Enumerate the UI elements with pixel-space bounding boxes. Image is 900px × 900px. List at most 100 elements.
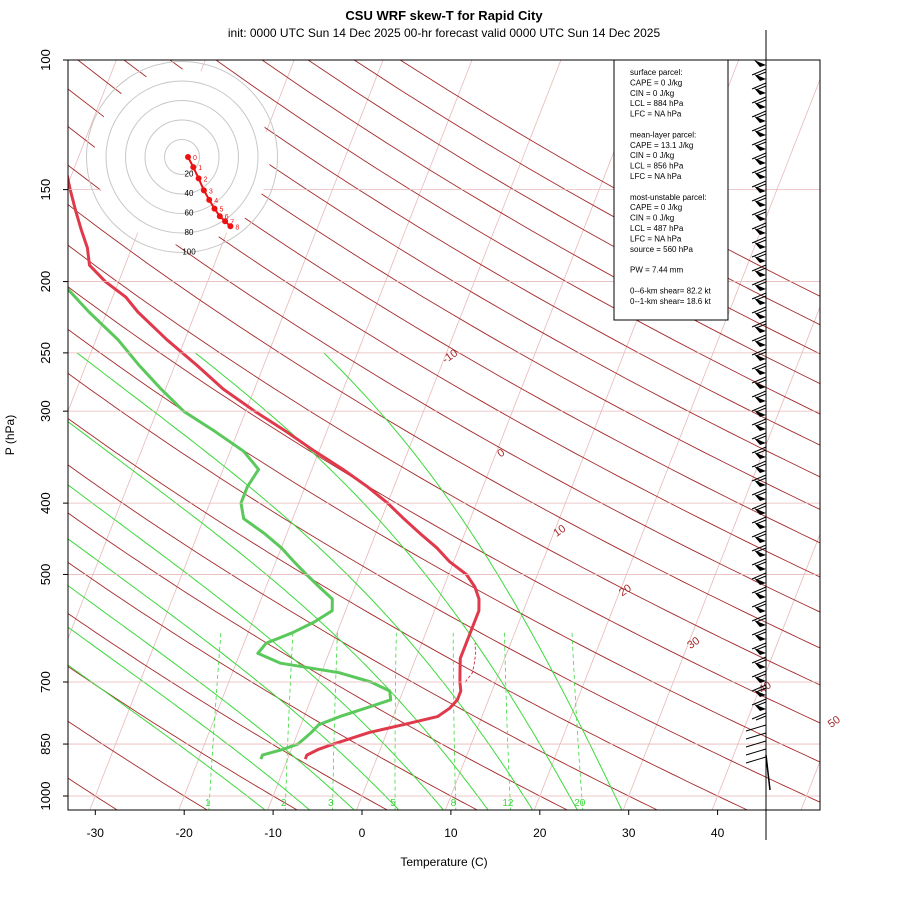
hodograph-point [211,205,218,212]
wind-barb-flag [754,354,766,361]
moist-adiabat-line [68,538,400,810]
wind-barb-feather [751,670,767,678]
hodograph-point-label: 3 [209,188,213,195]
wind-barb-feather [751,264,767,272]
wind-barb-flag [754,466,766,473]
plot-frame [67,59,821,811]
wind-barb-feather [755,421,767,427]
dry-adiabat-line [68,372,820,803]
wind-barb-feather [755,295,767,301]
wind-barb-flag [754,550,766,557]
wind-barb-flag [754,172,766,179]
stats-line: PW = 7.44 mm [630,266,683,275]
hodograph-point [185,154,191,160]
hodograph-point-label: 7 [230,219,234,226]
hodograph-point [216,213,223,220]
wind-barb-feather [765,754,771,791]
wind-barb-feather [755,407,767,413]
dry-adiabat-line [68,561,479,810]
wind-barb-feather [755,351,767,357]
wind-barb-feather [751,110,767,118]
wind-barb-feather [751,68,767,76]
x-tick-label: 20 [533,826,547,840]
wind-barb-flag [754,494,766,501]
wind-barb-flag [754,382,766,389]
wind-barb-flag [754,410,766,417]
wind-barb-feather [755,575,767,581]
moist-adiabat-line [68,626,311,810]
hodograph-ring-label: 60 [185,209,194,218]
wind-barb-feather [751,558,767,566]
wind-barb-feather [755,491,767,497]
wind-barb-feather [755,533,767,539]
wind-barb-flag [754,620,766,627]
hodograph-ring-label: 20 [185,170,194,179]
wind-barb-feather [751,698,767,706]
wind-barb-feather [751,684,767,692]
stats-line: LCL = 487 hPa [630,224,684,233]
wind-barb-feather [745,724,767,732]
wind-barb-feather [755,99,767,105]
isotherm-line [267,60,562,810]
wind-barb-feather [755,519,767,525]
wind-barb-flag [754,200,766,207]
wind-barb-flag [754,704,766,711]
wind-barb-feather [751,488,767,496]
x-tick-label: -30 [87,826,105,840]
isotherm-line [800,760,820,810]
wind-barb-feather [751,152,767,160]
y-tick-label: 250 [38,342,53,364]
stats-line: LCL = 884 hPa [630,99,684,108]
moist-adiabat-line [76,352,534,810]
hodograph-point-label: 8 [235,224,239,231]
y-tick-label: 500 [38,564,53,586]
wind-barb-flag [754,662,766,669]
stats-line: CIN = 0 J/kg [630,151,674,160]
isotherm-label: 50 [826,714,843,731]
wind-barb-flag [754,648,766,655]
isotherm-label: -10 [440,347,460,366]
wind-barb-feather [751,516,767,524]
wind-barb-flag [754,578,766,585]
isotherm-line [711,533,820,810]
wind-barb-feather [755,225,767,231]
wind-barb-feather [751,446,767,454]
wind-barb-flag [754,340,766,347]
wind-barb-feather [755,477,767,483]
isotherm-label: 0 [495,447,507,460]
x-tick-label: 0 [359,826,366,840]
stats-line: CIN = 0 J/kg [630,89,674,98]
mixing-ratio-line [504,632,511,810]
mixing-ratio-line [452,632,457,810]
x-tick-label: 10 [444,826,458,840]
hodograph-ring-label: 80 [185,228,194,237]
wind-barb-feather [751,586,767,594]
wind-barb-flag [754,158,766,165]
wind-barb-feather [755,603,767,609]
wind-barb-feather [751,222,767,230]
wind-barb-feather [755,505,767,511]
wind-barb-flag [754,102,766,109]
wind-barb-flag [754,256,766,263]
y-tick-label: 300 [38,400,53,422]
x-axis-label: Temperature (C) [400,855,487,869]
dry-adiabat-line [68,512,569,810]
stats-line: LCL = 856 hPa [630,162,684,171]
hodograph-background [94,69,270,245]
stats-line: most-unstable parcel: [630,193,706,202]
wind-barb-feather [755,155,767,161]
wind-barb-feather [755,379,767,385]
wind-barb-feather [755,281,767,287]
mixing-ratio-line [208,632,222,810]
wind-barb-flag [754,214,766,221]
hodograph-point [195,175,202,182]
chart-title: CSU WRF skew-T for Rapid City [345,8,543,23]
wind-barb-flag [754,242,766,249]
wind-barb-feather [751,194,767,202]
wind-barb-feather [751,544,767,552]
wind-barb-feather [751,306,767,314]
wind-barb-feather [755,687,767,693]
mixing-ratio-label: 8 [451,798,457,809]
